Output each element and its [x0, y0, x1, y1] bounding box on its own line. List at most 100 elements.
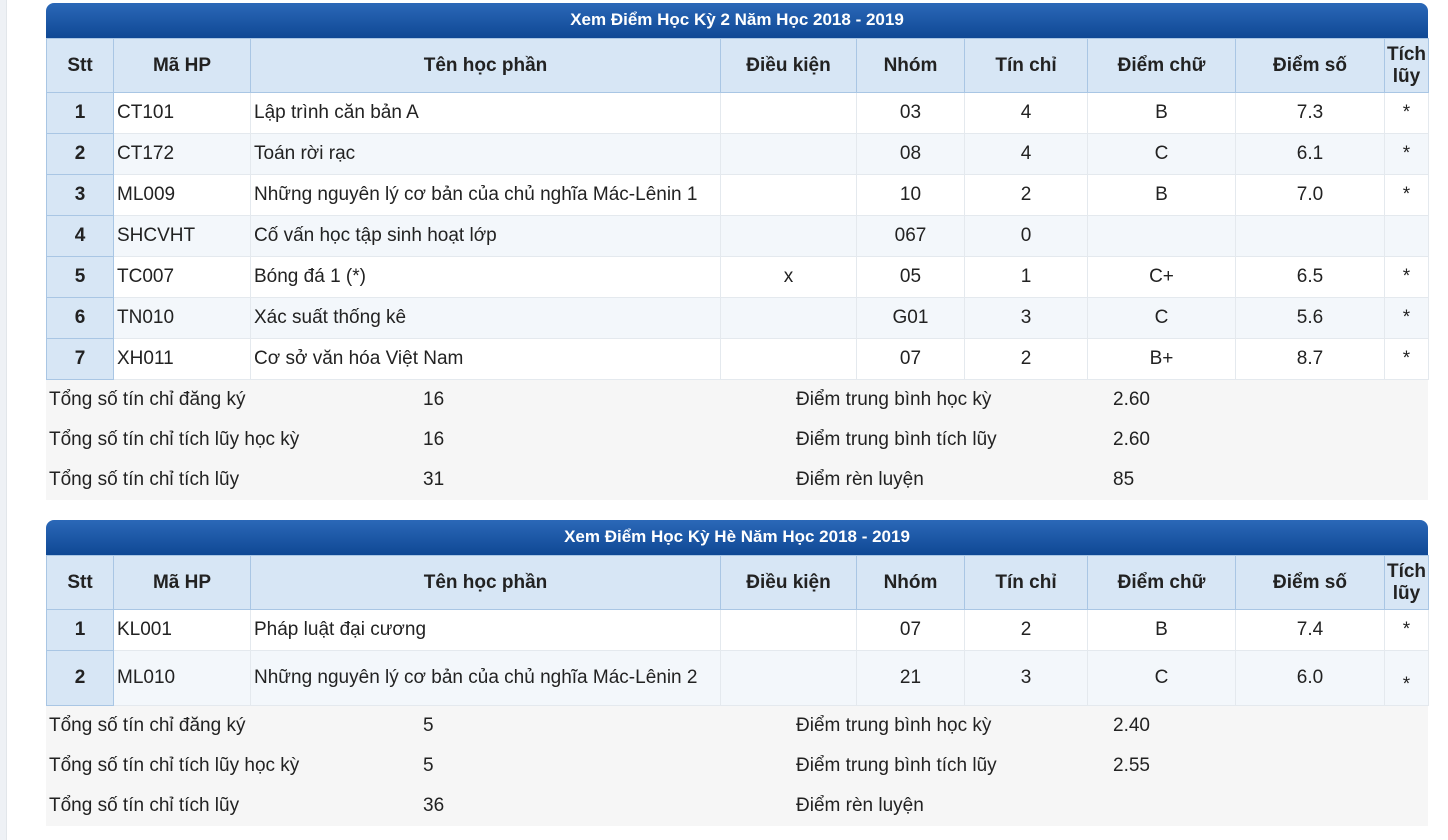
credits: 4 — [964, 92, 1088, 134]
condition — [720, 650, 857, 706]
accumulated-mark: * — [1384, 650, 1429, 706]
table-row: 3 ML009 Những nguyên lý cơ bản của chủ n… — [46, 174, 1429, 216]
summary-label: Tổng số tín chỉ tích lũy học kỳ — [49, 755, 300, 776]
col-header-score: Điểm số — [1235, 38, 1385, 93]
summary-label: Điểm trung bình học kỳ — [796, 389, 992, 410]
col-header-code: Mã HP — [113, 555, 251, 610]
credits: 1 — [964, 256, 1088, 298]
letter-grade: B — [1087, 174, 1236, 216]
col-header-group: Nhóm — [856, 38, 965, 93]
summary-row: Tổng số tín chỉ đăng ký 5 Điểm trung bìn… — [46, 706, 1428, 746]
condition — [720, 609, 857, 651]
score: 5.6 — [1235, 297, 1385, 339]
score: 7.4 — [1235, 609, 1385, 651]
course-code: TC007 — [113, 256, 251, 298]
accumulated-mark: * — [1384, 297, 1429, 339]
col-header-accumulated: Tích lũy — [1384, 38, 1429, 93]
summary-value: 16 — [423, 389, 445, 410]
summary-row: Tổng số tín chỉ đăng ký 16 Điểm trung bì… — [46, 380, 1428, 420]
course-name: Xác suất thống kê — [250, 297, 721, 339]
condition — [720, 215, 857, 257]
col-header-name: Tên học phần — [250, 555, 721, 610]
group: 07 — [856, 338, 965, 380]
grades-table: Stt Mã HP Tên học phần Điều kiện Nhóm Tí… — [46, 38, 1429, 380]
course-code: KL001 — [113, 609, 251, 651]
credits: 3 — [964, 650, 1088, 706]
course-name: Lập trình căn bản A — [250, 92, 721, 134]
condition: x — [720, 256, 857, 298]
letter-grade: C+ — [1087, 256, 1236, 298]
course-code: TN010 — [113, 297, 251, 339]
group: 08 — [856, 133, 965, 175]
col-header-group: Nhóm — [856, 555, 965, 610]
group: 21 — [856, 650, 965, 706]
course-name: Pháp luật đại cương — [250, 609, 721, 651]
letter-grade: B+ — [1087, 338, 1236, 380]
condition — [720, 338, 857, 380]
accumulated-mark: * — [1384, 92, 1429, 134]
table-row: 5 TC007 Bóng đá 1 (*) x 05 1 C+ 6.5 * — [46, 256, 1429, 298]
row-stt: 6 — [46, 297, 114, 339]
accumulated-mark — [1384, 215, 1429, 257]
summary-row: Tổng số tín chỉ tích lũy học kỳ 5 Điểm t… — [46, 746, 1428, 786]
col-header-accumulated: Tích lũy — [1384, 555, 1429, 610]
row-stt: 1 — [46, 92, 114, 134]
semester-summary: Tổng số tín chỉ đăng ký 5 Điểm trung bìn… — [46, 706, 1428, 826]
score: 6.0 — [1235, 650, 1385, 706]
summary-label: Tổng số tín chỉ đăng ký — [49, 389, 246, 410]
summary-row: Tổng số tín chỉ tích lũy 36 Điểm rèn luy… — [46, 786, 1428, 826]
row-stt: 1 — [46, 609, 114, 651]
grades-table: Stt Mã HP Tên học phần Điều kiện Nhóm Tí… — [46, 555, 1429, 706]
table-row: 4 SHCVHT Cố vấn học tập sinh hoạt lớp 06… — [46, 215, 1429, 257]
summary-label: Điểm trung bình tích lũy — [796, 429, 997, 450]
accumulated-mark: * — [1384, 174, 1429, 216]
letter-grade: C — [1087, 133, 1236, 175]
course-code: ML009 — [113, 174, 251, 216]
summary-label: Điểm trung bình tích lũy — [796, 755, 997, 776]
condition — [720, 297, 857, 339]
col-header-code: Mã HP — [113, 38, 251, 93]
accumulated-mark: * — [1384, 256, 1429, 298]
course-code: CT172 — [113, 133, 251, 175]
condition — [720, 92, 857, 134]
score: 6.1 — [1235, 133, 1385, 175]
summary-label: Điểm trung bình học kỳ — [796, 715, 992, 736]
letter-grade — [1087, 215, 1236, 257]
table-row: 2 ML010 Những nguyên lý cơ bản của chủ n… — [46, 650, 1429, 706]
course-code: CT101 — [113, 92, 251, 134]
semester-summary: Tổng số tín chỉ đăng ký 16 Điểm trung bì… — [46, 380, 1428, 500]
col-header-name: Tên học phần — [250, 38, 721, 93]
table-row: 1 CT101 Lập trình căn bản A 03 4 B 7.3 * — [46, 92, 1429, 134]
summary-row: Tổng số tín chỉ tích lũy học kỳ 16 Điểm … — [46, 420, 1428, 460]
course-code: ML010 — [113, 650, 251, 706]
score: 7.0 — [1235, 174, 1385, 216]
group: 05 — [856, 256, 965, 298]
summary-label: Tổng số tín chỉ tích lũy — [49, 795, 240, 816]
group: G01 — [856, 297, 965, 339]
group: 10 — [856, 174, 965, 216]
course-name: Cơ sở văn hóa Việt Nam — [250, 338, 721, 380]
summary-value: 2.40 — [1113, 715, 1150, 736]
accumulated-mark: * — [1384, 338, 1429, 380]
group: 07 — [856, 609, 965, 651]
table-row: 1 KL001 Pháp luật đại cương 07 2 B 7.4 * — [46, 609, 1429, 651]
semester-title: Xem Điểm Học Kỳ Hè Năm Học 2018 - 2019 — [46, 520, 1428, 555]
table-row: 7 XH011 Cơ sở văn hóa Việt Nam 07 2 B+ 8… — [46, 338, 1429, 380]
letter-grade: C — [1087, 650, 1236, 706]
credits: 2 — [964, 609, 1088, 651]
summary-value: 5 — [423, 715, 434, 736]
credits: 0 — [964, 215, 1088, 257]
group: 03 — [856, 92, 965, 134]
col-header-stt: Stt — [46, 555, 114, 610]
table-row: 2 CT172 Toán rời rạc 08 4 C 6.1 * — [46, 133, 1429, 175]
col-header-score: Điểm số — [1235, 555, 1385, 610]
summary-label: Tổng số tín chỉ tích lũy — [49, 469, 240, 490]
course-code: XH011 — [113, 338, 251, 380]
row-stt: 4 — [46, 215, 114, 257]
summary-value: 31 — [423, 469, 445, 490]
col-header-condition: Điều kiện — [720, 555, 857, 610]
col-header-credits: Tín chỉ — [964, 555, 1088, 610]
course-name: Toán rời rạc — [250, 133, 721, 175]
summary-label: Điểm rèn luyện — [796, 795, 924, 816]
credits: 3 — [964, 297, 1088, 339]
